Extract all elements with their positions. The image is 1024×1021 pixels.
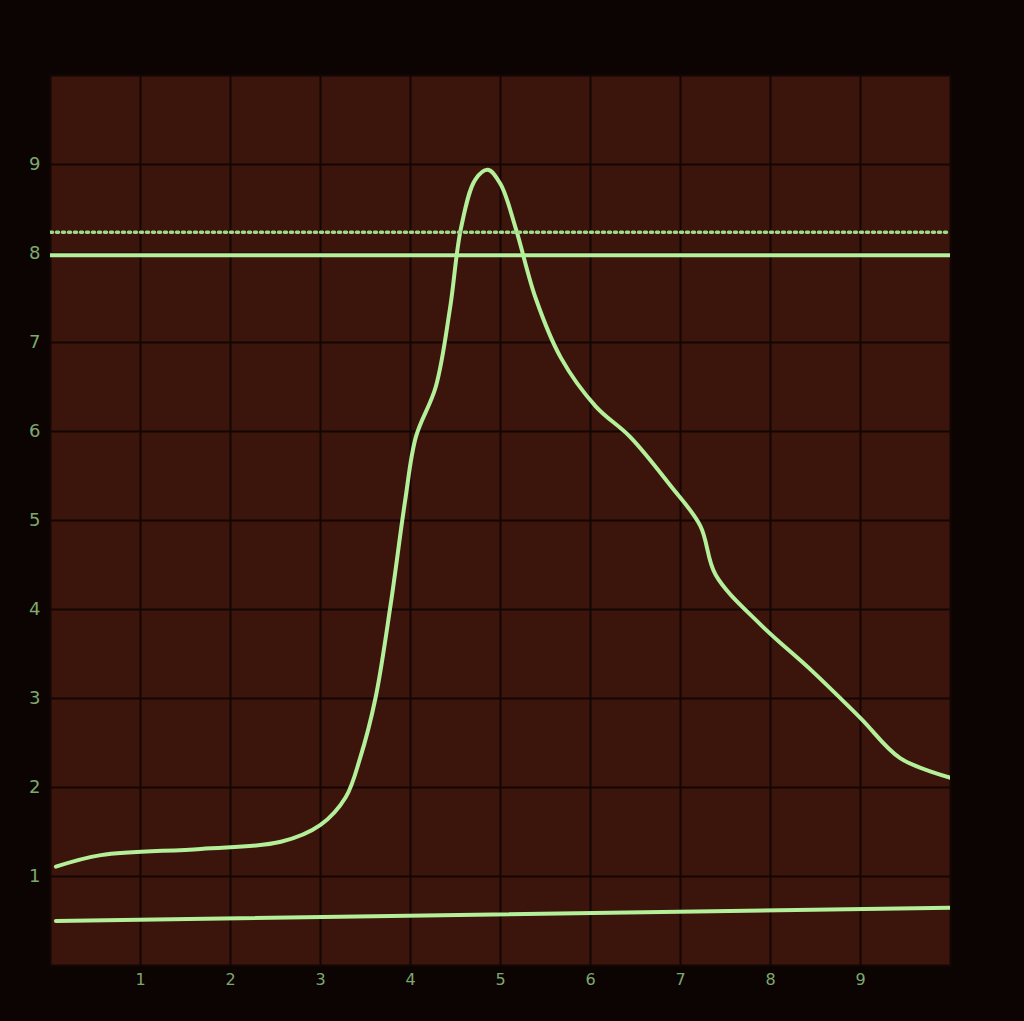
svg-text:1: 1	[29, 865, 40, 886]
svg-text:8: 8	[765, 970, 775, 989]
svg-text:4: 4	[29, 598, 40, 619]
svg-text:5: 5	[29, 509, 40, 530]
svg-text:9: 9	[29, 153, 40, 174]
svg-text:4: 4	[405, 970, 415, 989]
svg-text:2: 2	[225, 970, 235, 989]
svg-text:9: 9	[855, 970, 865, 989]
svg-text:5: 5	[495, 970, 505, 989]
svg-text:1: 1	[135, 970, 145, 989]
svg-text:7: 7	[29, 331, 40, 352]
svg-text:6: 6	[585, 970, 595, 989]
svg-text:8: 8	[29, 242, 40, 263]
svg-text:3: 3	[315, 970, 325, 989]
svg-text:7: 7	[675, 970, 685, 989]
svg-text:2: 2	[29, 776, 40, 797]
svg-text:3: 3	[29, 687, 40, 708]
svg-text:6: 6	[29, 420, 40, 441]
